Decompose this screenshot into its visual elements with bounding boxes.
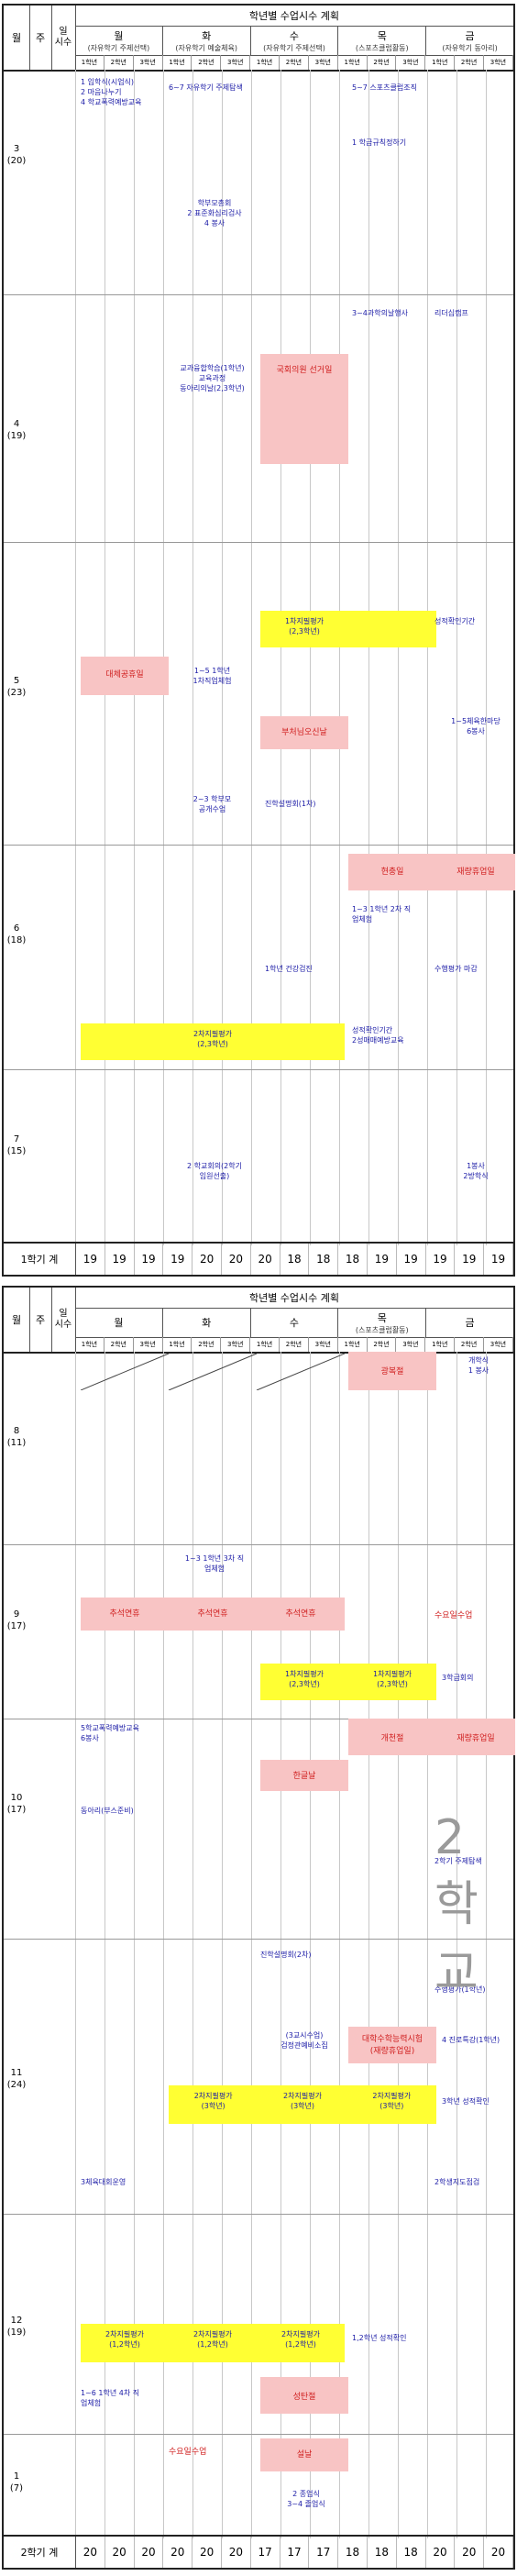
table-title: 학년별 수업시수 계획 bbox=[75, 6, 513, 27]
highlight-seollal: 설날 bbox=[260, 2438, 348, 2471]
event-admission: 진학설명회(1차) bbox=[265, 800, 316, 808]
weekday-thu: 목 (스포츠클럽활동) bbox=[338, 26, 427, 55]
event-class-meeting: 3학급회의 bbox=[442, 1674, 474, 1682]
event-job-exp1: 1~5 1학년 1차직업체험 bbox=[192, 667, 232, 685]
table-header: 월 주 일 시수 학년별 수업시수 계획 월 (자유학기 주제선택) 화 (자유학기 … bbox=[4, 6, 513, 72]
days-column-header: 일 시수 bbox=[51, 6, 76, 70]
event-job-exp3: 1~3 1학년 3차 직 업체험 bbox=[184, 1554, 245, 1573]
event-sports-festival: 3체육대회운영 bbox=[81, 2178, 126, 2186]
highlight-foundation: 개천절 bbox=[348, 1719, 436, 1755]
weekday-headers: 월 (자유학기 주제선택) 화 (자유학기 예술체육) 수 (자유학기 주제선택) 목… bbox=[75, 26, 513, 56]
semester2-total: 2학기 계 20 20 20 20 20 20 17 17 17 18 18 18 20 20 20 bbox=[4, 2535, 513, 2568]
semester2-table: 월 주 일 시수 학년별 수업시수 계획 월 화 수 목 (스포츠클럽활동) 금 1… bbox=[2, 1286, 515, 2570]
watermark: 2 학교 bbox=[434, 1810, 480, 2001]
week-column-header: 주 bbox=[29, 6, 52, 70]
weekday-mon: 월 (자유학기 주제선택) bbox=[75, 26, 163, 55]
event-entrance: 1 입학식(시업식) 2 마음나누기 4 학교폭력예방교육 bbox=[81, 78, 142, 106]
highlight-substitute-holiday: 대체공휴일 bbox=[81, 657, 169, 695]
event-sports-club: 5~7 스포츠클럽조직 bbox=[352, 83, 417, 92]
highlight-chuseok: 추석연휴 추석연휴 추석연휴 bbox=[81, 1598, 345, 1631]
event-health: 1학년 건강검진 bbox=[265, 965, 313, 973]
month-1: 1 (7) bbox=[9, 2471, 24, 2493]
event-grade3-check: 3학년 성적확인 bbox=[442, 2097, 490, 2106]
diagonal-strikes bbox=[81, 1354, 345, 1390]
event-opening: 개학식 1 봉사 bbox=[468, 1356, 490, 1375]
month-column-header: 월 bbox=[4, 6, 30, 70]
semester1-table: 월 주 일 시수 학년별 수업시수 계획 월 (자유학기 주제선택) 화 (자유학기 … bbox=[2, 4, 515, 1277]
month-9: 9 (17) bbox=[6, 1609, 27, 1631]
event-free-semester: 6~7 자유학기 주제탐색 bbox=[169, 83, 243, 92]
highlight-discretion: 재량휴업일 bbox=[436, 854, 515, 890]
month-5: 5 (23) bbox=[6, 676, 27, 698]
highlight-final3: 2차지필평가 (3학년) 2차지필평가 (3학년) 2차지필평가 (3학년) bbox=[169, 2085, 436, 2124]
month-12: 12 (19) bbox=[6, 2316, 27, 2338]
highlight-midterm2: 2차지필평가 (2,3학년) bbox=[81, 1023, 345, 1060]
semester2-body: 8 (11) 9 (17) 10 (17) 11 (24) 12 (19) 1 (7) 광복… bbox=[4, 1352, 515, 2538]
event-student-guidance: 2학생지도점검 bbox=[434, 2178, 480, 2186]
highlight-hangul: 한글날 bbox=[260, 1760, 348, 1791]
event-class-rules: 1 학급규칙정하기 bbox=[352, 138, 407, 147]
event-assessment: 수행평가(1학년) bbox=[434, 1985, 486, 1994]
highlight-memorial: 현충일 bbox=[348, 854, 436, 890]
weekday-fri: 금 (자유학기 동아리) bbox=[442, 29, 498, 52]
event-wed-class: 수요일수업 bbox=[434, 1611, 473, 1620]
table-header-2: 월 주 일 시수 학년별 수업시수 계획 월 화 수 목 (스포츠클럽활동) 금 1… bbox=[4, 1288, 513, 1354]
highlight-midterm1b bbox=[348, 611, 436, 647]
event-career: 4 진로특강(1학년) bbox=[442, 2036, 500, 2044]
event-council: 2 학교회의(2학기 임원선출) bbox=[186, 1162, 242, 1180]
event-grade12-check: 1,2학년 성적확인 bbox=[352, 2334, 407, 2342]
weekday-wed: 수 (자유학기 주제선택) bbox=[251, 26, 339, 55]
event-club-booth: 동아리(부스준비) bbox=[81, 1807, 134, 1815]
event-assessment-deadline: 수행평가 마감 bbox=[434, 965, 478, 973]
semester1-total: 1학기 계 19 19 19 19 20 20 20 18 18 18 19 19 19 19 19 bbox=[4, 1242, 513, 1275]
event-parent-meeting: 학부모총회 2 표준화심리검사 4 봉사 bbox=[187, 199, 242, 227]
event-wed-class2: 수요일수업 bbox=[169, 2448, 207, 2457]
highlight-final12: 2차지필평가 (1,2학년) 2차지필평가 (1,2학년) 2차지필평가 (1,2학… bbox=[81, 2324, 345, 2362]
event-job-exp4: 1~6 1학년 4차 직 업체험 bbox=[81, 2389, 140, 2407]
semester1-body: 3 (20) 4 (19) 5 (23) 6 (18) 7 (15) 1 입학식(시업식)… bbox=[4, 70, 515, 1245]
month-3: 3 (20) bbox=[6, 144, 27, 166]
event-grade-check2: 성적확인기간 2성매매예방교육 bbox=[352, 1026, 404, 1045]
event-csat-prep: (3교시수업) 검정관예비소집 bbox=[280, 2031, 328, 2050]
event-sports-day: 1~5체육한마당 6봉사 bbox=[451, 717, 500, 735]
event-job-exp2: 1~3 1학년 2차 직 업체험 bbox=[352, 905, 412, 923]
month-11: 11 (24) bbox=[6, 2068, 27, 2090]
event-convergence: 교과융합학습(1학년) 교육과정 동아리의날(2,3학년) bbox=[180, 364, 245, 392]
highlight-buddha: 부처님오신날 bbox=[260, 716, 348, 749]
event-theme: 2학기 주제탐색 bbox=[434, 1857, 482, 1865]
event-grade-check: 성적확인기간 bbox=[434, 617, 476, 625]
highlight-discretion2: 재량휴업일 bbox=[436, 1719, 515, 1755]
event-open-class: 2~3 학부모 공개수업 bbox=[192, 795, 232, 813]
highlight-liberation: 광복절 bbox=[348, 1352, 436, 1390]
event-graduation: 2 종업식 3~4 졸업식 bbox=[287, 2490, 325, 2508]
month-6: 6 (18) bbox=[6, 923, 27, 945]
highlight-election: 국회의원 선거일 bbox=[260, 354, 348, 464]
event-closing: 1봉사 2방학식 bbox=[463, 1162, 489, 1180]
event-leadership: 리더십캠프 bbox=[434, 309, 468, 317]
highlight-midterm3: 1차지필평가 (2,3학년) 1차지필평가 (2,3학년) bbox=[260, 1664, 436, 1700]
event-violence-prevention: 5학교폭력예방교육 6봉사 bbox=[81, 1724, 139, 1742]
highlight-christmas: 성탄절 bbox=[260, 2377, 348, 2414]
event-admission2: 진학설명회(2차) bbox=[260, 1951, 312, 1959]
month-8: 8 (11) bbox=[6, 1426, 27, 1448]
highlight-midterm1: 1차지필평가 (2,3학년) bbox=[260, 611, 348, 647]
month-7: 7 (15) bbox=[6, 1134, 27, 1156]
weekday-tue: 화 (자유학기 예술체육) bbox=[163, 26, 251, 55]
event-science-day: 3~4과학의날행사 bbox=[352, 309, 409, 317]
highlight-csat: 대학수학능력시험 (재량휴업일) bbox=[348, 2027, 436, 2063]
month-10: 10 (17) bbox=[6, 1793, 27, 1815]
grade-headers: 1학년 2학년 3학년 1학년 2학년 3학년 1학년 2학년 3학년 1학년 2학년 3학년 … bbox=[75, 55, 513, 70]
month-4: 4 (19) bbox=[6, 419, 27, 441]
